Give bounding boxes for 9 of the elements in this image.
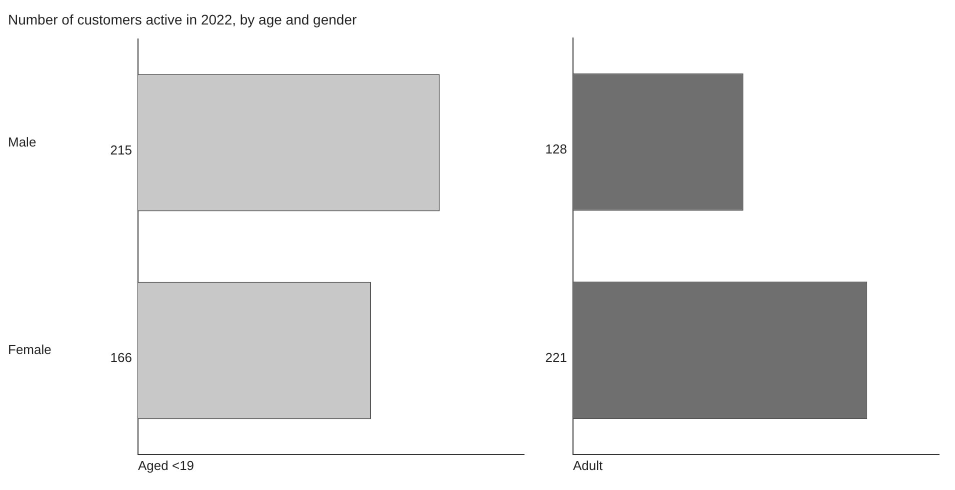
x-axis-title: Adult: [573, 458, 604, 473]
chart-title: Number of customers active in 2022, by age and gender: [8, 11, 357, 28]
y-tick-label: Male: [8, 134, 36, 150]
data-label: 128: [545, 142, 567, 157]
x-axis-title: Aged <19: [138, 458, 194, 473]
data-label: 166: [110, 350, 132, 366]
data-label: 215: [110, 142, 132, 158]
y-tick-label: Female: [8, 342, 52, 358]
data-label: 221: [545, 350, 567, 365]
